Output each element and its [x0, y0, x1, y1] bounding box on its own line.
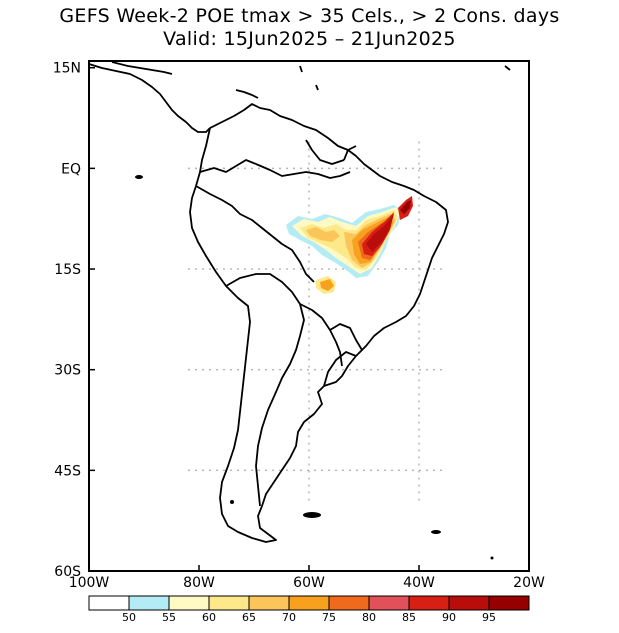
colorbar-label: 90 [442, 611, 456, 624]
longitude-axis: 100W 80W 60W 40W 20W [69, 565, 545, 591]
valid-period: Valid: 15Jun2025 – 21Jun2025 [163, 28, 456, 50]
colorbar-swatch [88, 595, 130, 611]
coastline [89, 61, 511, 543]
lat-tick-label: 45S [54, 463, 81, 479]
lon-tick-label: 100W [69, 575, 110, 591]
colorbar-label: 55 [162, 611, 176, 624]
colorbar-swatch [288, 595, 330, 611]
colorbar-swatch [168, 595, 210, 611]
map-background [89, 61, 529, 571]
colorbar-label: 65 [242, 611, 256, 624]
map-title: GEFS Week-2 POE tmax > 35 Cels., > 2 Con… [59, 5, 560, 27]
colorbar-swatch [368, 595, 410, 611]
lat-tick-label: 60S [54, 564, 81, 580]
lat-tick-label: 15S [54, 262, 81, 278]
colorbar-label: 80 [362, 611, 376, 624]
colorbar-swatch [328, 595, 370, 611]
colorbar-swatch [488, 595, 530, 611]
colorbar-label: 85 [402, 611, 416, 624]
latitude-axis: 15N EQ 15S 30S 45S 60S [53, 61, 95, 580]
colorbar-swatch [248, 595, 290, 611]
color-bar: 50 55 60 65 70 75 80 85 90 95 [88, 595, 530, 624]
lat-tick-label: 15N [53, 61, 81, 77]
colorbar-label: 70 [282, 611, 296, 624]
colorbar-swatch [128, 595, 170, 611]
lat-tick-label: EQ [61, 161, 81, 177]
colorbar-label: 75 [322, 611, 336, 624]
colorbar-swatch [408, 595, 450, 611]
colorbar-swatch [208, 595, 250, 611]
lon-tick-label: 40W [403, 575, 435, 591]
colorbar-label: 95 [482, 611, 496, 624]
lat-tick-label: 30S [54, 363, 81, 379]
probability-shading [286, 196, 413, 294]
colorbar-swatch [448, 595, 490, 611]
colorbar-label: 60 [202, 611, 216, 624]
lon-tick-label: 60W [293, 575, 325, 591]
colorbar-label: 50 [122, 611, 136, 624]
lon-tick-label: 20W [513, 575, 545, 591]
lon-tick-label: 80W [183, 575, 215, 591]
islands [135, 175, 494, 560]
